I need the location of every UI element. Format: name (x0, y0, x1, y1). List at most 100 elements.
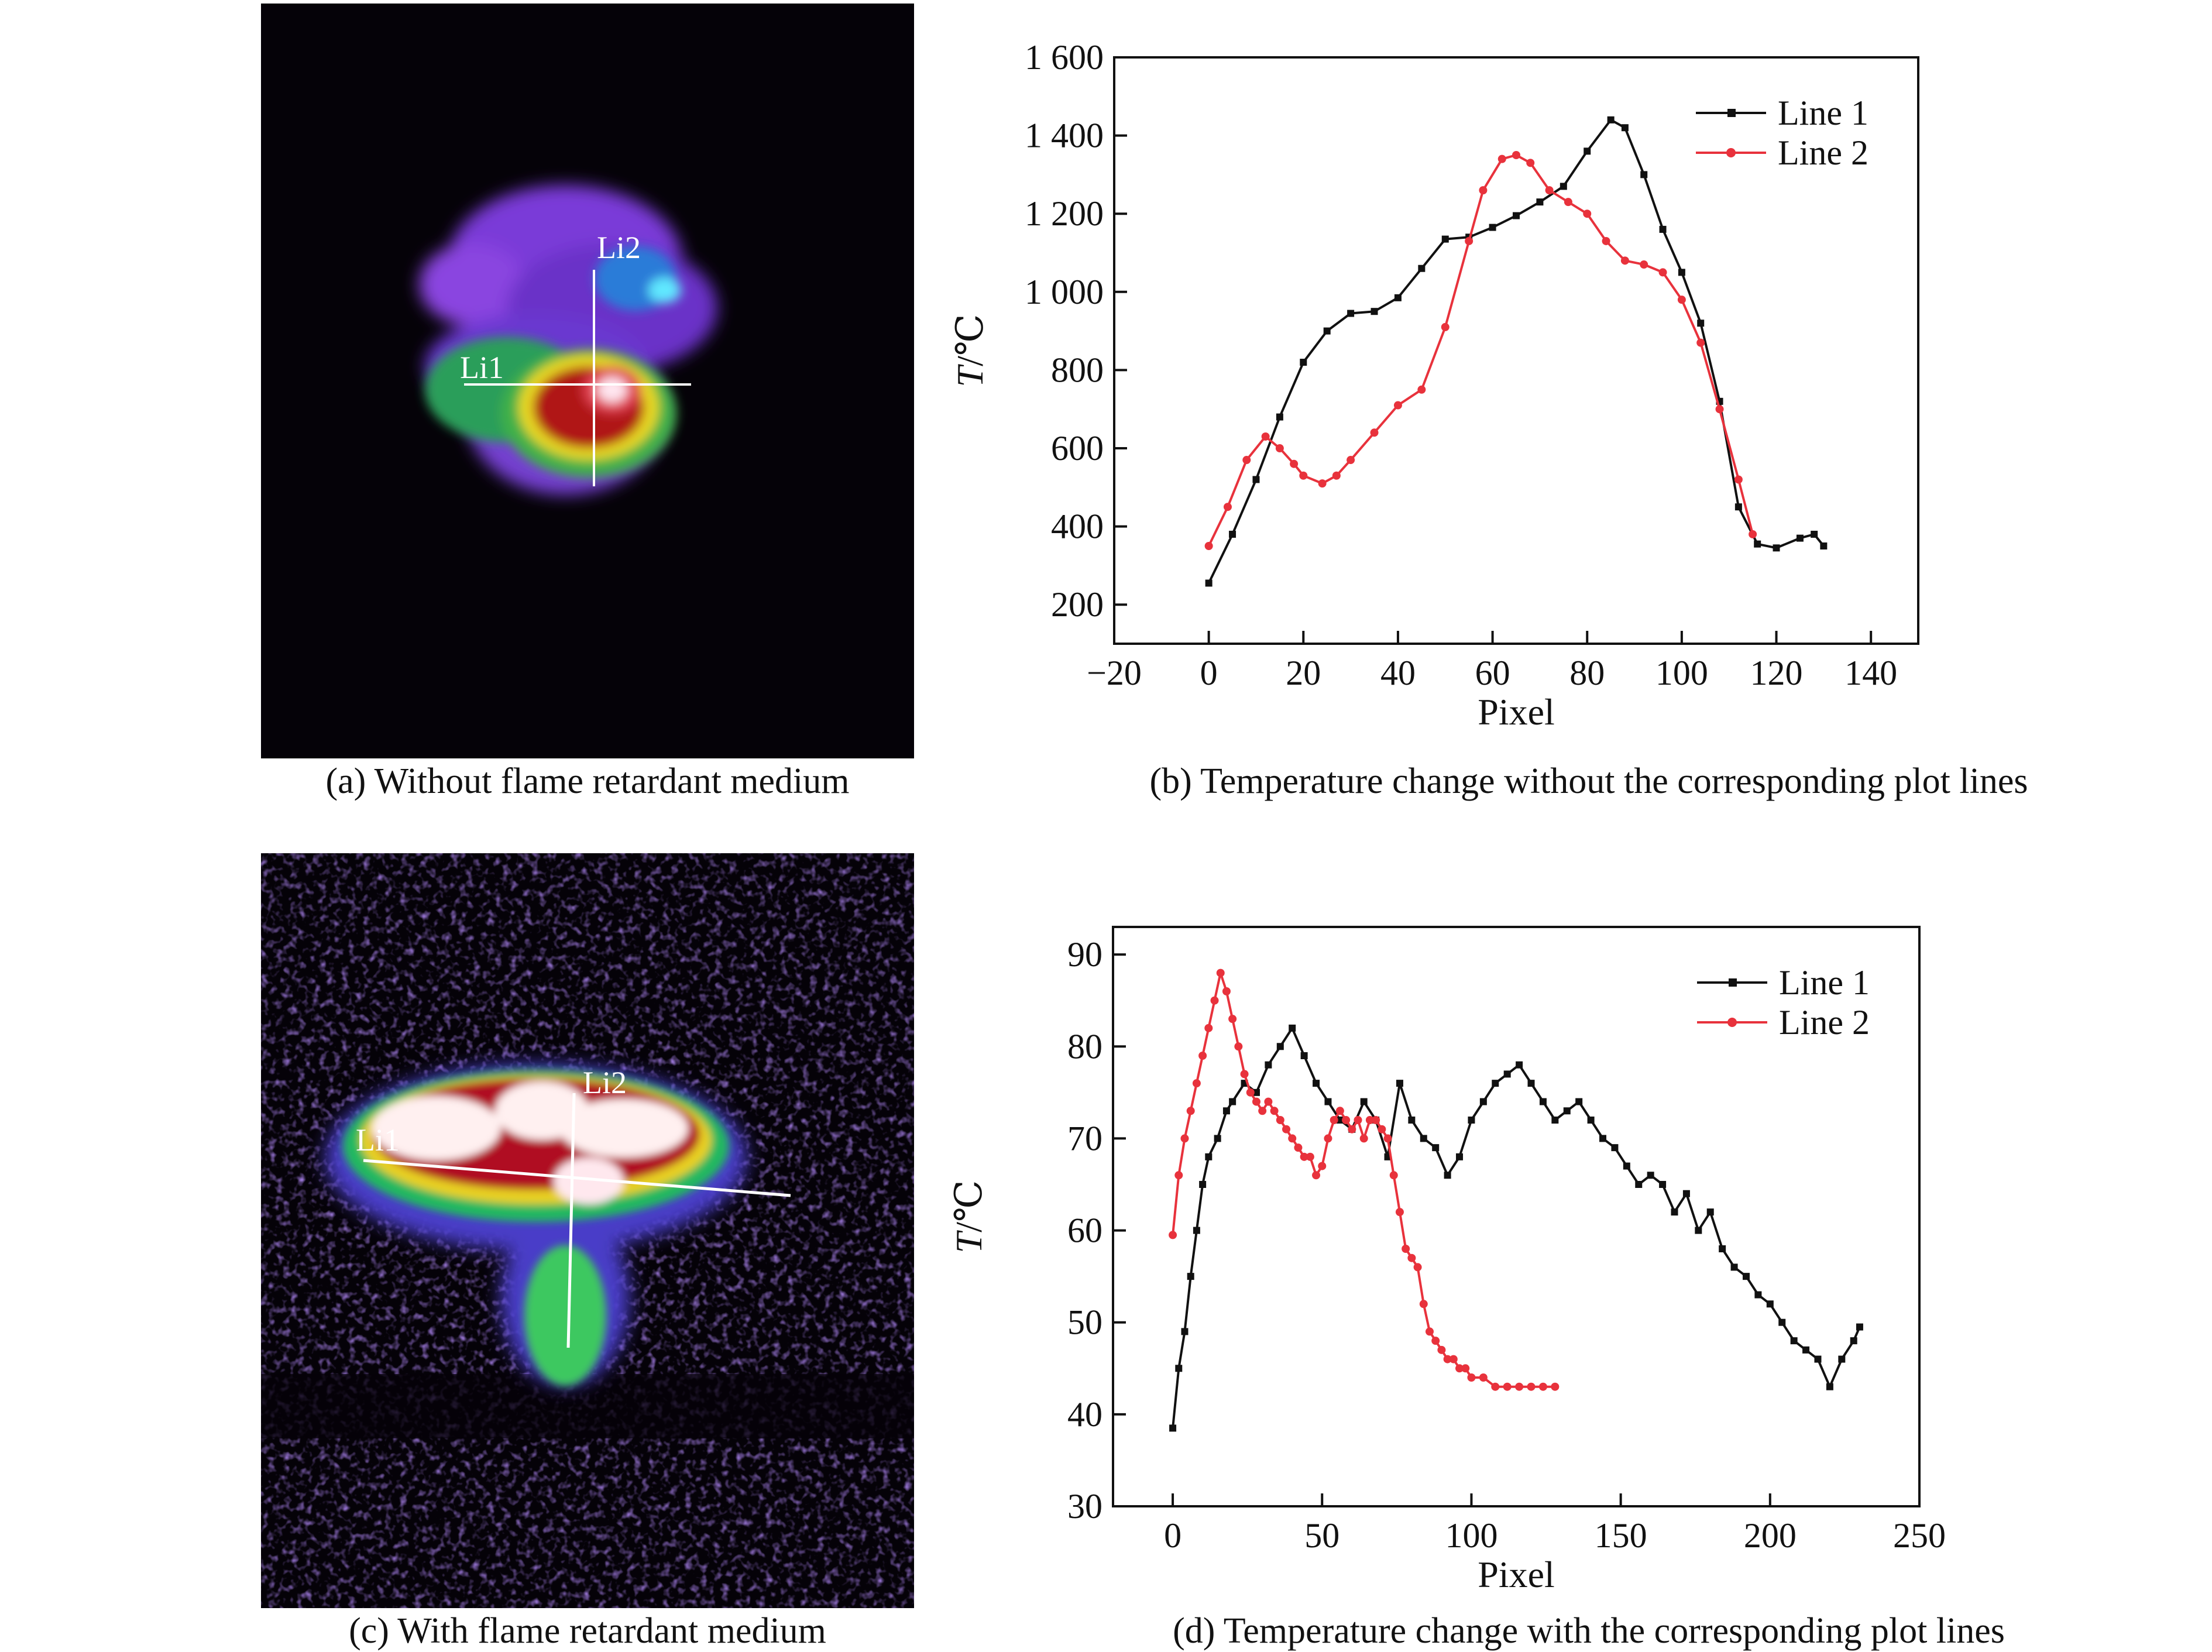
data-point (1444, 1172, 1451, 1179)
data-point (1324, 1098, 1332, 1105)
data-point (1527, 1080, 1535, 1087)
data-point (1335, 1107, 1344, 1115)
data-point (1611, 1144, 1619, 1152)
data-point (1766, 1300, 1774, 1308)
data-point (1299, 471, 1308, 480)
legend-entry: Line 2 (1778, 133, 1868, 172)
chart-d: 0 50 100 150 200 250 30 40 50 60 70 80 90 Pixel T/℃ Lin… (948, 926, 1946, 1595)
data-point (1354, 1116, 1362, 1124)
data-point (1169, 1231, 1177, 1239)
data-point (1479, 186, 1488, 195)
data-point (1455, 1364, 1464, 1373)
data-point (1205, 1153, 1213, 1160)
data-point (1443, 1355, 1452, 1363)
data-point (1607, 116, 1615, 123)
data-point (1479, 1098, 1487, 1105)
data-point (1461, 1364, 1470, 1373)
data-point (1659, 225, 1667, 233)
profile-line-2 (566, 1093, 576, 1348)
data-point (1300, 1052, 1308, 1059)
legend-swatch-marker (1726, 148, 1736, 157)
line-label-li2: Li2 (597, 230, 641, 265)
series-line (1172, 1026, 1861, 1428)
legend-swatch-marker (1727, 1018, 1737, 1027)
series-2 (1204, 151, 1757, 550)
data-point (1671, 1208, 1678, 1216)
data-point (1234, 1042, 1243, 1051)
data-point (1512, 151, 1520, 159)
x-tick-label: 250 (1893, 1516, 1946, 1555)
data-point (1290, 459, 1299, 468)
thermal-image-a-graphic: Li1 Li2 (261, 4, 914, 758)
data-point (1441, 235, 1449, 243)
data-point (1425, 1327, 1434, 1336)
data-point (1513, 212, 1520, 219)
data-point (1431, 1337, 1440, 1345)
flame-core-a (425, 246, 681, 478)
series-2 (1169, 968, 1560, 1391)
data-point (1270, 1107, 1279, 1115)
legend-entry: Line 1 (1778, 94, 1868, 132)
data-point (1623, 1162, 1630, 1170)
dark-band (261, 1374, 914, 1438)
data-point (1229, 530, 1236, 538)
y-axis-label: T/℃ (948, 1180, 990, 1253)
x-axis-label: Pixel (1478, 691, 1555, 733)
data-point (1205, 579, 1213, 587)
series-1 (1169, 1024, 1863, 1432)
data-point (1222, 987, 1231, 995)
x-tick-label: −20 (1087, 654, 1142, 692)
data-point (1545, 186, 1554, 195)
data-point (1465, 236, 1473, 245)
series-line (1207, 118, 1825, 584)
data-point (1526, 159, 1535, 167)
data-point (1332, 471, 1341, 480)
data-point (1204, 1024, 1213, 1032)
series-line (1207, 154, 1754, 547)
data-point (1536, 198, 1544, 206)
data-point (1516, 1061, 1523, 1069)
data-point (1658, 268, 1667, 277)
y-tick-label: 80 (1067, 1027, 1102, 1066)
data-point (1223, 503, 1232, 511)
data-point (1214, 1135, 1221, 1142)
x-axis-label: Pixel (1478, 1554, 1555, 1595)
data-point (1583, 209, 1592, 218)
thermal-image-a: Li1 Li2 (261, 4, 914, 758)
plot-frame (1112, 926, 1921, 1507)
data-point (1715, 405, 1724, 414)
data-point (1790, 1337, 1798, 1345)
x-tick-label: 100 (1655, 654, 1708, 692)
data-point (1620, 256, 1629, 265)
data-point (1820, 542, 1828, 549)
x-tick-label: 20 (1286, 654, 1321, 692)
series-line (1172, 971, 1555, 1388)
x-tick-label: 0 (1164, 1516, 1181, 1555)
data-point (1695, 1227, 1702, 1234)
x-tick-label: 60 (1475, 654, 1510, 692)
data-point (1174, 1171, 1183, 1180)
data-point (1584, 147, 1591, 155)
data-point (1228, 1015, 1237, 1024)
data-point (1342, 1116, 1351, 1124)
data-point (1276, 1116, 1284, 1124)
data-point (1252, 1097, 1260, 1106)
data-point (1258, 1107, 1267, 1115)
data-point (1456, 1153, 1464, 1160)
data-point (1394, 294, 1402, 301)
profile-line-1 (363, 1159, 791, 1197)
data-point (1491, 1382, 1500, 1391)
data-point (1826, 1383, 1833, 1390)
data-point (1169, 1424, 1177, 1432)
data-point (1300, 1152, 1308, 1161)
data-point (1222, 1107, 1230, 1115)
data-point (1181, 1328, 1189, 1335)
x-tick-label: 120 (1750, 654, 1803, 692)
data-point (1216, 968, 1225, 977)
data-point (1419, 1300, 1428, 1308)
data-point (1503, 1070, 1511, 1078)
data-point (1814, 1355, 1822, 1363)
data-point (1242, 456, 1251, 465)
data-point (1408, 1117, 1416, 1124)
